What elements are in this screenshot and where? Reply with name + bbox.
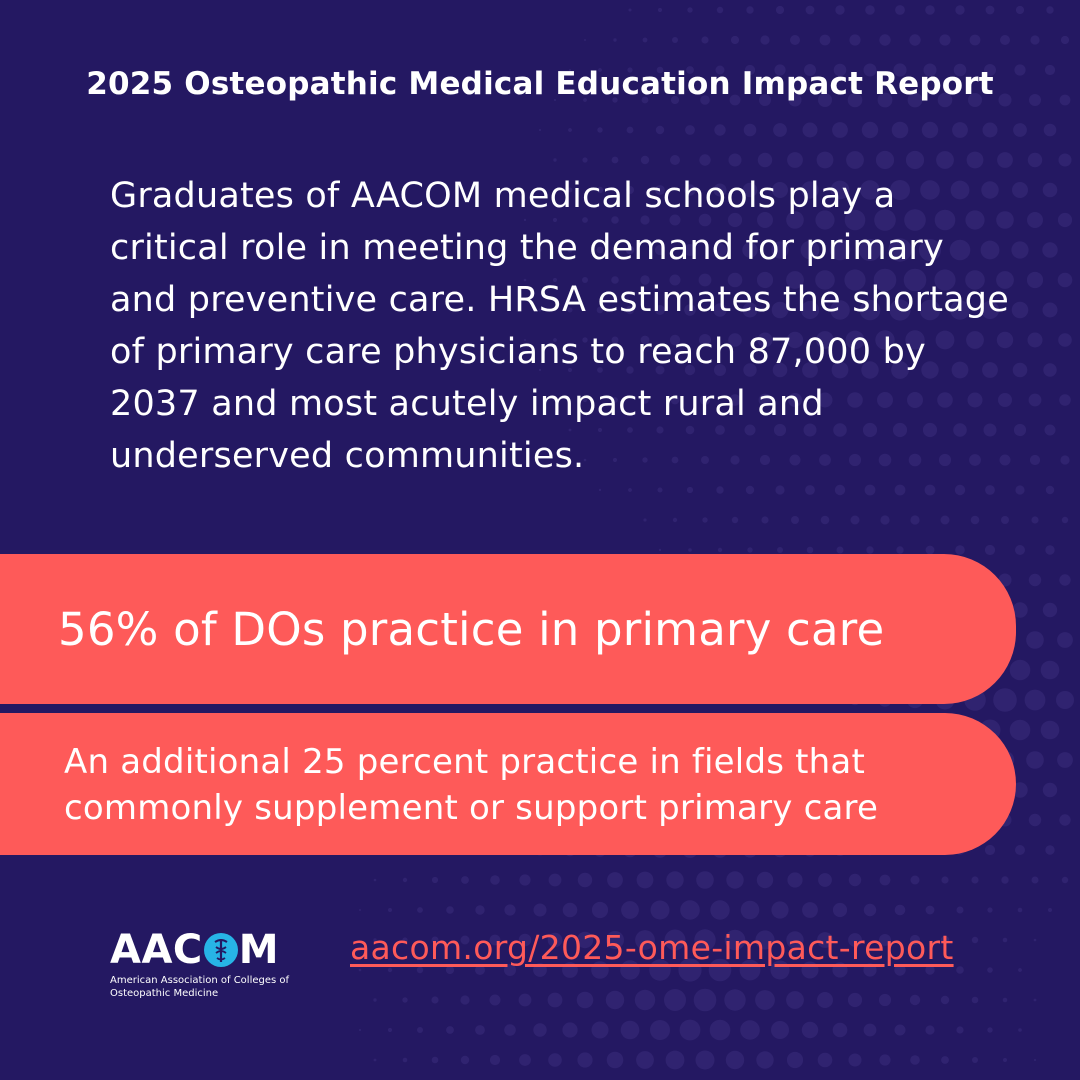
primary-stat-text: 56% of DOs practice in primary care bbox=[58, 602, 885, 656]
report-link[interactable]: aacom.org/2025-ome-impact-report bbox=[350, 928, 954, 967]
logo-subtitle-line1: American Association of Colleges of bbox=[110, 975, 290, 986]
page-title: 2025 Osteopathic Medical Education Impac… bbox=[86, 66, 994, 102]
logo-text-start: AAC bbox=[110, 927, 203, 973]
secondary-stat-text: An additional 25 percent practice in fie… bbox=[64, 742, 879, 828]
logo-text-end: M bbox=[238, 927, 280, 973]
intro-paragraph: Graduates of AACOM medical schools play … bbox=[110, 176, 1009, 476]
aacom-logo: AAC M American Association of Colleges of… bbox=[110, 928, 310, 1000]
primary-stat-banner: 56% of DOs practice in primary care bbox=[0, 554, 1016, 704]
secondary-stat-banner: An additional 25 percent practice in fie… bbox=[0, 713, 1016, 855]
logo-subtitle-line2: Osteopathic Medicine bbox=[110, 988, 219, 999]
logo-wordmark: AAC M bbox=[110, 928, 310, 972]
caduceus-icon bbox=[203, 933, 238, 967]
logo-subtitle: American Association of Colleges of Oste… bbox=[110, 974, 310, 1000]
